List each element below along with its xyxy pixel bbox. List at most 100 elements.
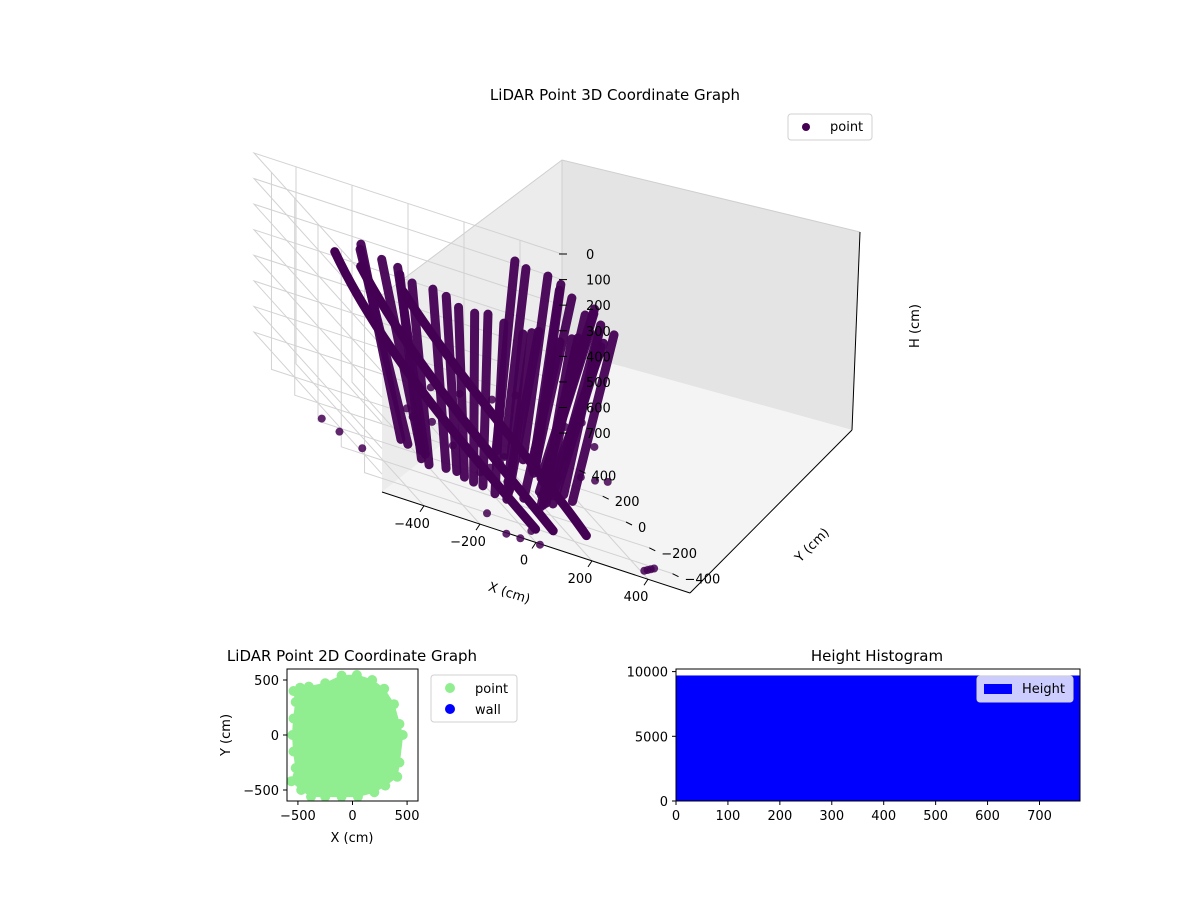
grid-line-x xyxy=(351,185,481,525)
y-tick-label-3d: 400 xyxy=(591,469,616,484)
scan-arc xyxy=(499,264,531,460)
legend-2d: point wall xyxy=(430,674,518,723)
data-point-3d xyxy=(502,529,511,538)
scan-arc-outer xyxy=(330,247,541,534)
y-tick-label-3d: 0 xyxy=(638,521,646,536)
data-point-2d xyxy=(374,719,385,729)
data-point-3d xyxy=(511,391,520,400)
y-tick-3d xyxy=(649,547,656,552)
y-tick-label-hist: 10000 xyxy=(627,666,668,681)
y-tick-3d xyxy=(579,469,586,474)
chart-2d: LiDAR Point 2D Coordinate Graph −500 0 500… xyxy=(219,647,518,846)
x-tick-label-hist: 700 xyxy=(1027,809,1052,824)
y-tick-label-3d: 200 xyxy=(615,495,640,510)
data-point-2d xyxy=(367,675,378,685)
grid-line-x xyxy=(295,166,425,507)
data-point-2d xyxy=(331,691,342,702)
x-tick-3d xyxy=(531,542,537,549)
data-point-3d xyxy=(516,534,525,543)
x-axis-label-3d: X (cm) xyxy=(486,580,532,608)
data-point-2d xyxy=(288,713,299,724)
y-tick-label-2d: −500 xyxy=(243,784,279,799)
x-tick-3d xyxy=(475,523,481,531)
data-point-3d xyxy=(335,427,344,436)
data-point-3d xyxy=(576,473,585,482)
data-point-3d xyxy=(358,444,367,453)
chart-2d-title: LiDAR Point 2D Coordinate Graph xyxy=(227,647,477,665)
x-tick-label-3d: −200 xyxy=(450,535,486,550)
y-tick-3d xyxy=(625,521,633,526)
z-tick-label-3d: 300 xyxy=(586,325,611,340)
y-axis-label-3d: Y (cm) xyxy=(792,525,833,566)
grid-line-z xyxy=(252,177,563,321)
x-tick-label-hist: 500 xyxy=(923,809,948,824)
data-point-2d xyxy=(380,780,391,791)
data-point-2d xyxy=(347,730,358,740)
data-point-2d xyxy=(379,683,390,694)
data-point-3d xyxy=(486,463,495,472)
data-point-3d xyxy=(476,468,485,477)
legend-histogram-swatch xyxy=(984,684,1012,694)
legend-histogram-label: Height xyxy=(1022,682,1065,697)
pane-back xyxy=(562,160,860,430)
scan-arc xyxy=(428,284,451,473)
z-tick-label-3d: 100 xyxy=(586,274,611,289)
z-tick-label-3d: 400 xyxy=(586,350,611,365)
z-tick-label-3d: 700 xyxy=(586,427,611,442)
data-point-3d xyxy=(317,414,326,423)
grid-line-z xyxy=(252,151,563,296)
data-point-3d xyxy=(496,458,504,467)
y-axis-line xyxy=(689,429,853,594)
legend-histogram-frame xyxy=(976,675,1074,703)
x-tick-label-hist: 400 xyxy=(871,809,896,824)
y-tick-label-3d: −200 xyxy=(661,547,697,562)
scan-arc xyxy=(531,279,566,471)
data-point-3d xyxy=(503,477,512,486)
data-point-2d xyxy=(392,771,403,782)
data-point-3d xyxy=(428,417,436,426)
x-tick-label-2d: 500 xyxy=(395,809,420,824)
scan-arc-outer xyxy=(356,261,558,536)
chart-histogram: Height Histogram 0 100 200 300 400 500 600 7000… xyxy=(627,647,1081,824)
legend-2d-label-wall: wall xyxy=(475,703,501,718)
data-point-3d xyxy=(577,418,586,427)
x-tick-label-hist: 600 xyxy=(975,809,1000,824)
data-point-2d xyxy=(336,741,347,751)
x-tick-label-2d: 0 xyxy=(348,809,356,824)
scan-arc-outer xyxy=(398,287,591,541)
data-point-3d xyxy=(591,476,600,485)
data-point-3d xyxy=(535,540,544,549)
data-point-2d xyxy=(306,791,317,801)
x-tick-label-3d: 400 xyxy=(624,590,649,605)
data-point-2d xyxy=(351,670,362,681)
data-point-2d xyxy=(394,719,405,729)
x-tick-label-hist: 300 xyxy=(819,809,844,824)
data-point-3d xyxy=(408,412,417,421)
data-point-2d xyxy=(397,730,408,740)
histogram-frame xyxy=(675,668,1081,802)
y-tick-3d xyxy=(602,495,609,500)
x-axis-label-2d: X (cm) xyxy=(331,831,374,846)
z-tick-label-3d: 0 xyxy=(586,248,594,263)
data-point-3d xyxy=(477,440,486,449)
data-point-3d xyxy=(448,441,457,450)
grid-line-y xyxy=(364,275,673,575)
x-tick-label-hist: 0 xyxy=(672,809,680,824)
x-tick-label-hist: 200 xyxy=(767,809,792,824)
ticks-3d: −400 −200 0 200 400 −400 −200 0 200 400 0 100 200 300… xyxy=(394,248,720,605)
data-point-2d xyxy=(287,730,298,740)
x-tick-3d xyxy=(643,578,649,586)
data-point-2d xyxy=(290,763,301,773)
y-tick-3d xyxy=(672,573,679,578)
data-point-2d xyxy=(309,757,320,768)
data-point-3d xyxy=(538,401,547,410)
data-point-2d xyxy=(320,779,331,790)
y-tick-label-2d: 0 xyxy=(271,729,279,744)
legend-2d-label-point: point xyxy=(475,682,508,697)
z-axis-label-3d: H (cm) xyxy=(908,304,923,348)
data-point-3d xyxy=(500,453,509,462)
legend-3d-frame xyxy=(787,113,873,141)
y-tick-label-2d: 500 xyxy=(254,674,279,689)
x-tick-label-3d: 0 xyxy=(520,554,528,569)
